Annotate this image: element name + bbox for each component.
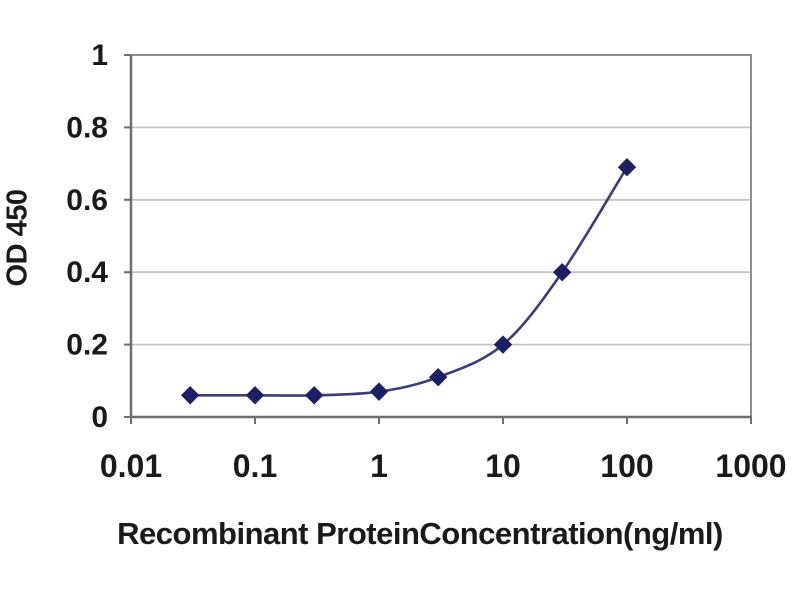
data-point-marker-30 xyxy=(552,262,572,282)
y-tick-label-0.4: 0.4 xyxy=(66,256,108,289)
data-point-marker-0.03 xyxy=(180,386,200,405)
data-point-marker-100 xyxy=(617,158,637,177)
x-tick-label-1: 1 xyxy=(370,448,388,484)
data-point-marker-0.1 xyxy=(245,386,265,405)
data-point-marker-3 xyxy=(428,367,448,387)
series-line-od450 xyxy=(190,166,629,397)
x-tick-label-1000: 1000 xyxy=(715,448,786,484)
y-tick-label-1: 1 xyxy=(91,39,108,72)
y-tick-label-0.8: 0.8 xyxy=(66,111,108,144)
y-tick-label-0.6: 0.6 xyxy=(66,184,108,217)
y-tick-label-0.2: 0.2 xyxy=(66,329,108,362)
x-tick-label-0.01: 0.01 xyxy=(100,448,162,484)
y-tick-label-0: 0 xyxy=(91,401,108,434)
x-tick-label-0.1: 0.1 xyxy=(233,448,277,484)
data-point-marker-10 xyxy=(493,335,513,354)
data-point-marker-0.3 xyxy=(304,386,324,405)
data-point-marker-1 xyxy=(369,382,389,401)
y-axis-title: OD 450 xyxy=(1,189,34,287)
x-tick-label-100: 100 xyxy=(600,448,653,484)
x-axis-title: Recombinant ProteinConcentration(ng/ml) xyxy=(117,516,723,551)
x-tick-label-10: 10 xyxy=(485,448,521,484)
